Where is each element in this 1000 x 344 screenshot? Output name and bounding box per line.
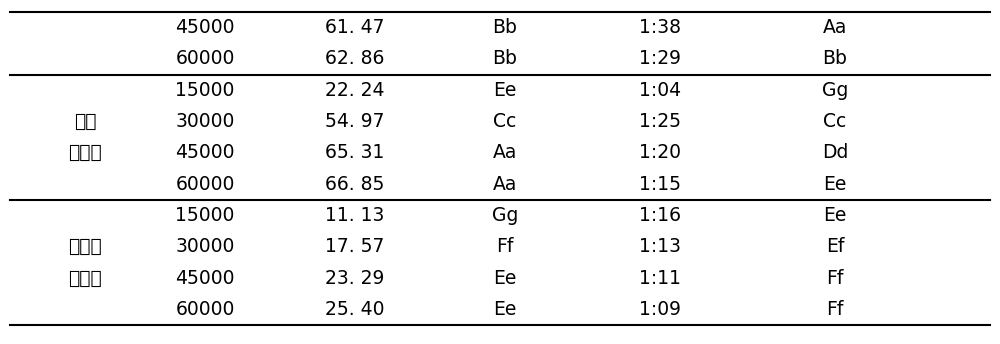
Text: Aa: Aa xyxy=(823,18,847,37)
Text: 15000: 15000 xyxy=(175,206,235,225)
Text: 螟黄: 螟黄 xyxy=(74,112,96,131)
Text: 1:16: 1:16 xyxy=(639,206,681,225)
Text: 60000: 60000 xyxy=(175,50,235,68)
Text: Ff: Ff xyxy=(826,269,844,288)
Text: Dd: Dd xyxy=(822,143,848,162)
Text: 45000: 45000 xyxy=(175,18,235,37)
Text: Cc: Cc xyxy=(823,112,847,131)
Text: 60000: 60000 xyxy=(175,300,235,319)
Text: Ee: Ee xyxy=(823,175,847,194)
Text: 赤眼蜂: 赤眼蜂 xyxy=(68,269,102,288)
Text: Ee: Ee xyxy=(823,206,847,225)
Text: 1:09: 1:09 xyxy=(639,300,681,319)
Text: Aa: Aa xyxy=(493,175,517,194)
Text: Cc: Cc xyxy=(493,112,517,131)
Text: Gg: Gg xyxy=(822,81,848,100)
Text: 15000: 15000 xyxy=(175,81,235,100)
Text: 25. 40: 25. 40 xyxy=(325,300,385,319)
Text: 1:20: 1:20 xyxy=(639,143,681,162)
Text: 赤眼蜂: 赤眼蜂 xyxy=(68,143,102,162)
Text: 1:29: 1:29 xyxy=(639,50,681,68)
Text: 45000: 45000 xyxy=(175,143,235,162)
Text: 61. 47: 61. 47 xyxy=(325,18,385,37)
Text: Bb: Bb xyxy=(493,50,517,68)
Text: Gg: Gg xyxy=(492,206,518,225)
Text: 1:04: 1:04 xyxy=(639,81,681,100)
Text: 1:25: 1:25 xyxy=(639,112,681,131)
Text: 1:15: 1:15 xyxy=(639,175,681,194)
Text: Aa: Aa xyxy=(493,143,517,162)
Text: Bb: Bb xyxy=(823,50,847,68)
Text: Ef: Ef xyxy=(826,237,844,256)
Text: 45000: 45000 xyxy=(175,269,235,288)
Text: Ff: Ff xyxy=(496,237,514,256)
Text: Ff: Ff xyxy=(826,300,844,319)
Text: 60000: 60000 xyxy=(175,175,235,194)
Text: 30000: 30000 xyxy=(175,237,235,256)
Text: Ee: Ee xyxy=(493,81,517,100)
Text: Ee: Ee xyxy=(493,269,517,288)
Text: 22. 24: 22. 24 xyxy=(325,81,385,100)
Text: 1:13: 1:13 xyxy=(639,237,681,256)
Text: Bb: Bb xyxy=(493,18,517,37)
Text: 11. 13: 11. 13 xyxy=(325,206,385,225)
Text: 65. 31: 65. 31 xyxy=(325,143,385,162)
Text: 66. 85: 66. 85 xyxy=(325,175,385,194)
Text: 30000: 30000 xyxy=(175,112,235,131)
Text: 23. 29: 23. 29 xyxy=(325,269,385,288)
Text: 62. 86: 62. 86 xyxy=(325,50,385,68)
Text: 玉米螟: 玉米螟 xyxy=(68,237,102,256)
Text: Ee: Ee xyxy=(493,300,517,319)
Text: 54. 97: 54. 97 xyxy=(325,112,385,131)
Text: 1:11: 1:11 xyxy=(639,269,681,288)
Text: 1:38: 1:38 xyxy=(639,18,681,37)
Text: 17. 57: 17. 57 xyxy=(325,237,385,256)
